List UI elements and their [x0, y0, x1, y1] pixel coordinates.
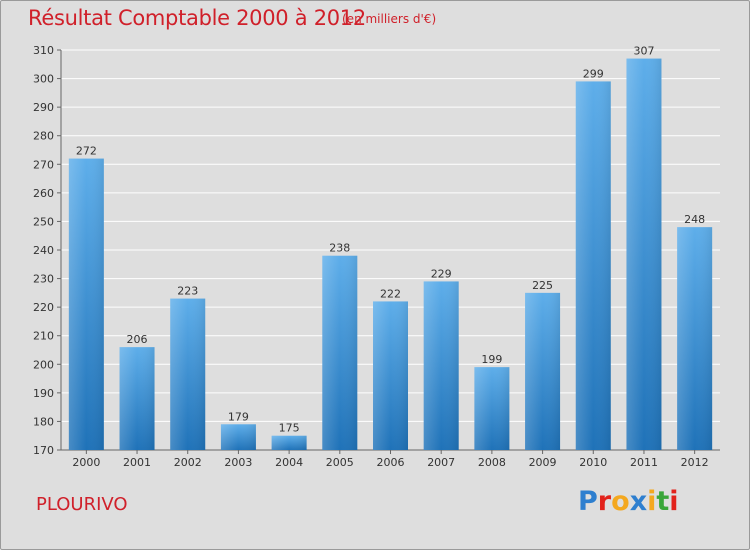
y-tick-label-240: 240	[33, 244, 54, 257]
chart-subtitle: (en milliers d'€)	[342, 12, 437, 26]
bar-shade-2003	[220, 424, 256, 450]
data-label-2012: 248	[684, 213, 705, 226]
x-axis-ticks: 2000 2001 2002 2003 2004 2005 2006 2007 2008 2009…	[72, 450, 709, 469]
y-tick-label-260: 260	[33, 187, 54, 200]
x-tick-label-2010: 2010	[579, 456, 607, 469]
x-tick-label-2000: 2000	[72, 456, 100, 469]
bar-shade-2002	[170, 298, 206, 450]
x-tick-label-2007: 2007	[427, 456, 455, 469]
bar-shade-2006	[373, 301, 408, 450]
data-label-2000: 272	[76, 145, 97, 158]
bar-shade-2000	[68, 158, 104, 451]
bar-shade-2012	[677, 227, 713, 450]
x-tick-label-2004: 2004	[275, 456, 303, 469]
data-label-2004: 175	[279, 422, 300, 435]
logo-letter-5: t	[656, 486, 670, 517]
bar-shade-2010	[575, 81, 611, 450]
y-tick-label-270: 270	[33, 158, 54, 171]
x-tick-label-2009: 2009	[529, 456, 557, 469]
x-tick-label-2003: 2003	[224, 456, 252, 469]
y-tick-label-180: 180	[33, 415, 54, 428]
y-tick-label-310: 310	[33, 44, 54, 57]
y-axis-ticks: 170 180 190 200 210 220 230 240 250 260 270 280 290 3…	[33, 44, 61, 457]
data-label-2003: 179	[228, 410, 249, 423]
data-label-2008: 199	[481, 353, 502, 366]
y-tick-label-220: 220	[33, 301, 54, 314]
y-tick-label-300: 300	[33, 73, 54, 86]
x-tick-label-2001: 2001	[123, 456, 151, 469]
data-label-2010: 299	[583, 67, 604, 80]
logo-letter-4: i	[647, 486, 657, 517]
logo-letter-3: x	[629, 486, 648, 517]
x-tick-label-2002: 2002	[174, 456, 202, 469]
logo-letter-2: o	[611, 486, 630, 517]
logo-letter-1: r	[597, 486, 612, 517]
y-tick-label-170: 170	[33, 444, 54, 457]
bar-shade-2004	[271, 435, 307, 450]
x-tick-label-2012: 2012	[681, 456, 709, 469]
x-tick-label-2006: 2006	[377, 456, 405, 469]
y-tick-label-230: 230	[33, 273, 54, 286]
data-label-2002: 223	[177, 285, 198, 298]
y-tick-label-200: 200	[33, 358, 54, 371]
y-tick-label-280: 280	[33, 130, 54, 143]
data-label-2011: 307	[633, 45, 654, 58]
chart-title: Résultat Comptable 2000 à 2012	[28, 6, 366, 30]
y-tick-label-190: 190	[33, 387, 54, 400]
y-tick-label-250: 250	[33, 215, 54, 228]
bar-shade-2001	[119, 347, 155, 450]
y-tick-label-290: 290	[33, 101, 54, 114]
logo-letter-6: i	[669, 486, 679, 517]
bar-shade-2011	[626, 58, 662, 450]
place-name: PLOURIVO	[36, 494, 128, 515]
x-tick-label-2011: 2011	[630, 456, 658, 469]
bar-shade-2008	[474, 367, 510, 450]
data-label-2006: 222	[380, 287, 401, 300]
bars	[68, 58, 713, 451]
proxiti-logo[interactable]: Proxiti	[578, 486, 679, 517]
logo-letter-0: P	[578, 486, 598, 517]
x-tick-label-2008: 2008	[478, 456, 506, 469]
data-label-2009: 225	[532, 279, 553, 292]
y-tick-label-210: 210	[33, 330, 54, 343]
bar-shade-2009	[525, 292, 561, 450]
data-label-2005: 238	[329, 242, 350, 255]
data-label-2001: 206	[127, 333, 148, 346]
data-label-2007: 229	[431, 267, 452, 280]
bar-shade-2005	[322, 255, 358, 450]
data-labels: 272 206 223 179 175 238 222 229 199 225 299 307 248	[76, 45, 705, 435]
x-tick-label-2005: 2005	[326, 456, 354, 469]
bar-shade-2007	[423, 281, 459, 450]
